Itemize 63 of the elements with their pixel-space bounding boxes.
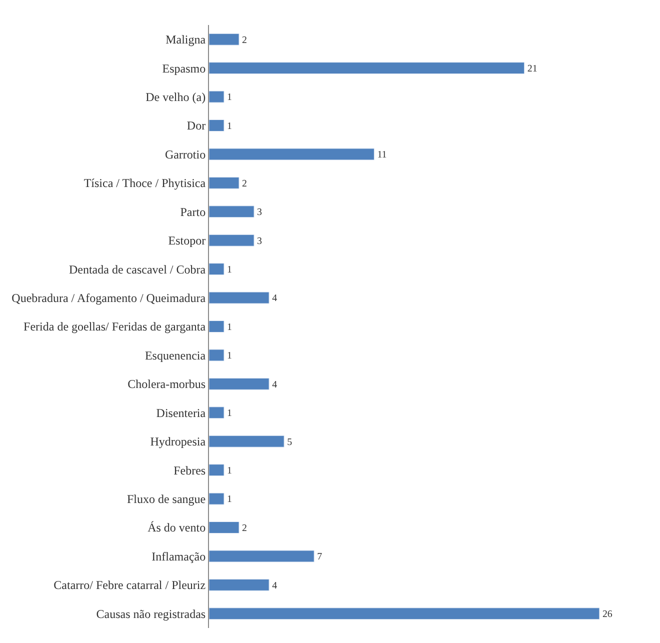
y-tick-label: Causas não registradas: [96, 606, 206, 621]
y-tick-label: Esquenencia: [144, 348, 206, 362]
y-tick-label: Cholera-morbus: [128, 377, 206, 392]
bar: [209, 550, 314, 562]
y-tick-label: Estopor: [168, 234, 206, 248]
y-tick-label: De velho (a): [146, 90, 206, 104]
bar: [209, 464, 224, 476]
data-label: 4: [272, 580, 278, 592]
y-tick-label: Fluxo de sangue: [126, 492, 206, 506]
bar: [209, 120, 224, 132]
bar: [209, 349, 224, 362]
bar: [209, 176, 240, 189]
y-tick-label: Ferida de goellas/ Feridas de garganta: [24, 320, 206, 334]
y-tick-label: Garrotio: [164, 147, 206, 162]
y-tick-label: Quebradura / Afogamento / Queimadura: [12, 290, 206, 305]
bar: [209, 33, 240, 46]
data-label: 1: [227, 494, 232, 506]
y-tick-label: Catarro/ Febre catarral / Pleuriz: [54, 578, 206, 592]
data-label: 2: [242, 34, 248, 46]
data-label: 11: [377, 150, 387, 161]
y-tick-label: Disenteria: [156, 406, 206, 420]
bar: [209, 378, 270, 390]
bar: [209, 320, 224, 332]
data-label: 1: [227, 120, 232, 132]
y-tick-label: Inflamação: [152, 549, 206, 564]
y-tick-label: Dentada de cascavel / Cobra: [68, 262, 206, 276]
data-label: 26: [602, 609, 612, 620]
bar: [209, 492, 224, 505]
data-label: 3: [257, 207, 262, 218]
bar: [209, 206, 254, 218]
data-label: 1: [227, 350, 232, 362]
y-tick-label: Espasmo: [162, 61, 206, 76]
bar: [209, 62, 525, 74]
y-tick-label: Tísica / Thoce / Phytisica: [84, 176, 206, 190]
bar: [209, 263, 224, 276]
data-label: 2: [242, 178, 248, 190]
data-label: 1: [227, 408, 232, 420]
y-tick-label: Parto: [180, 204, 206, 219]
y-tick-label: Dor: [186, 118, 206, 133]
bar: [209, 578, 270, 591]
bar: [209, 435, 284, 448]
data-label: 4: [272, 293, 278, 304]
bar: [209, 406, 224, 419]
bar: [209, 234, 254, 246]
bar: [209, 90, 224, 103]
y-tick-label: Maligna: [166, 32, 206, 47]
data-label: 7: [317, 552, 322, 563]
y-tick-label: Febres: [174, 463, 206, 478]
data-label: 1: [227, 322, 232, 333]
y-tick-label: Ás do vento: [148, 520, 206, 535]
data-label: 1: [227, 466, 232, 477]
bar: [209, 522, 240, 534]
data-label: 2: [242, 522, 248, 534]
data-label: 3: [257, 236, 262, 247]
bar: [209, 292, 270, 304]
data-label: 4: [272, 379, 278, 390]
bar: [209, 608, 600, 620]
data-label: 21: [527, 64, 538, 75]
data-label: 1: [227, 264, 232, 276]
y-tick-label: Hydropesia: [150, 434, 206, 449]
bar: [209, 148, 374, 160]
data-label: 1: [227, 92, 232, 104]
data-label: 5: [287, 436, 292, 448]
